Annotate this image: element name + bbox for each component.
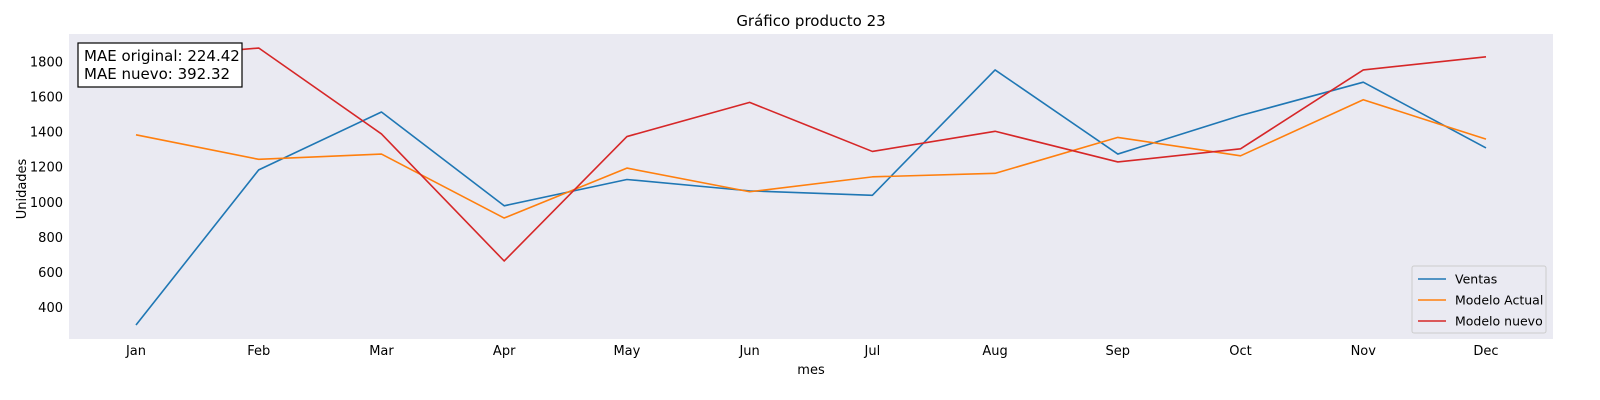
legend-frame [1411, 265, 1547, 334]
ticks-layer: Jan Feb Mar Apr May Jun Jul Aug Sep Oct Nov Dec 400 6… [30, 56, 1499, 359]
y-tick-label: 1600 [30, 91, 63, 106]
series-line-modelo-actual [135, 98, 1487, 219]
chart-title: Gráfico producto 23 [736, 12, 885, 30]
legend-label: Modelo nuevo [1455, 314, 1543, 329]
x-tick-label: Aug [982, 344, 1007, 359]
x-tick-label: Jun [738, 344, 759, 359]
x-axis-label: mes [797, 363, 825, 378]
y-tick-label: 1800 [30, 56, 63, 71]
y-tick-label: 800 [38, 231, 63, 246]
x-tick-label: Nov [1351, 344, 1377, 359]
x-tick-label: May [613, 344, 640, 359]
series-line-modelo-nuevo [135, 47, 1487, 262]
legend-label: Modelo Actual [1455, 293, 1543, 308]
x-tick-label: Apr [493, 344, 516, 359]
x-tick-label: Feb [247, 344, 270, 359]
mae-nuevo-text: MAE nuevo: 392.32 [84, 65, 230, 83]
y-tick-label: 1400 [30, 126, 63, 141]
x-tick-label: Mar [369, 344, 394, 359]
x-tick-label: Sep [1106, 344, 1131, 359]
y-tick-label: 400 [38, 301, 63, 316]
x-tick-label: Dec [1473, 344, 1498, 359]
legend: Ventas Modelo Actual Modelo nuevo [1411, 265, 1547, 334]
plot-area [69, 34, 1553, 339]
mae-annotation-box: MAE original: 224.42 MAE nuevo: 392.32 [77, 42, 243, 88]
series-line-ventas [135, 69, 1487, 326]
y-tick-label: 1200 [30, 161, 63, 176]
y-tick-label: 600 [38, 266, 63, 281]
x-tick-label: Oct [1229, 344, 1251, 359]
mae-original-text: MAE original: 224.42 [84, 47, 240, 65]
series-layer [135, 47, 1487, 326]
x-tick-label: Jul [864, 344, 881, 359]
y-axis-label: Unidades [15, 158, 30, 219]
legend-label: Ventas [1455, 272, 1497, 287]
y-tick-label: 1000 [30, 196, 63, 211]
x-tick-label: Jan [125, 344, 146, 359]
